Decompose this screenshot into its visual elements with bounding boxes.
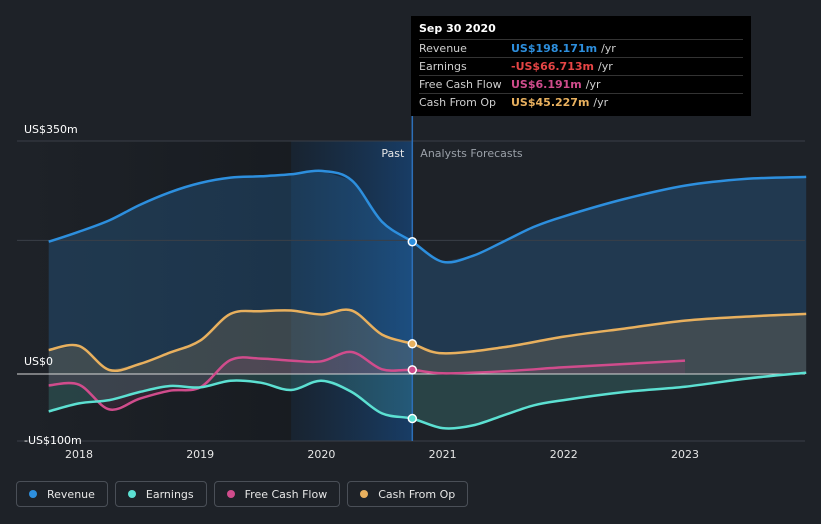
x-tick-label: 2020 [307,448,335,461]
x-tick-label: 2019 [186,448,214,461]
tooltip-label: Cash From Op [419,96,497,109]
series-line-free-cash-flow [48,350,686,411]
area-free-cash-flow [48,352,685,410]
y-tick-label: -US$100m [24,434,82,447]
marker-earnings [407,413,418,424]
tooltip: Sep 30 2020 Revenue US$198.171m /yr Earn… [411,16,751,116]
tooltip-label: Free Cash Flow [419,78,502,91]
legend-item-cash-from-op[interactable]: Cash From Op [347,481,469,507]
tooltip-unit: /yr [601,42,616,55]
y-tick-label: US$350m [24,123,78,136]
tooltip-row-cash-from-op: Cash From Op US$45.227m /yr [419,93,743,111]
legend: Revenue Earnings Free Cash Flow Cash Fro… [16,481,469,507]
legend-dot-icon [360,490,369,498]
legend-item-earnings[interactable]: Earnings [114,481,207,507]
area-earnings [48,372,807,429]
tooltip-value: US$45.227m [511,96,590,109]
legend-dot-icon [226,490,235,498]
tooltip-label: Earnings [419,60,467,73]
tooltip-unit: /yr [597,60,613,73]
legend-dot-icon [29,490,37,498]
forecast-label: Analysts Forecasts [420,147,523,160]
past-label: Past [381,147,405,160]
tooltip-row-free-cash-flow: Free Cash Flow US$6.191m /yr [419,75,743,93]
series-line-cash-from-op [48,308,807,372]
area-revenue [48,170,807,374]
legend-label: Earnings [145,487,194,501]
y-tick-label: US$0 [24,355,53,368]
x-tick-label: 2022 [550,448,578,461]
marker-revenue [407,236,418,247]
series-line-earnings [48,371,807,430]
tooltip-value: US$198.171m [511,42,598,55]
tooltip-label: Revenue [419,42,467,55]
legend-dot-icon [127,490,136,498]
x-tick-label: 2023 [671,448,699,461]
tooltip-row-revenue: Revenue US$198.171m /yr [419,39,743,57]
tooltip-value: -US$66.713m [511,60,594,73]
series-line-revenue [48,169,807,264]
x-tick-label: 2021 [429,448,457,461]
legend-label: Cash From Op [378,487,456,501]
tooltip-row-earnings: Earnings -US$66.713m /yr [419,57,743,75]
legend-item-revenue[interactable]: Revenue [16,481,108,507]
tooltip-value: US$6.191m [511,78,582,91]
x-tick-label: 2018 [65,448,93,461]
tooltip-unit: /yr [593,96,609,109]
legend-label: Revenue [47,487,95,501]
tooltip-date: Sep 30 2020 [419,22,496,35]
legend-item-free-cash-flow[interactable]: Free Cash Flow [213,481,341,507]
tooltip-unit: /yr [585,78,601,91]
legend-label: Free Cash Flow [244,487,328,501]
marker-free-cash-flow [407,365,418,375]
marker-cash-from-op [407,339,418,349]
